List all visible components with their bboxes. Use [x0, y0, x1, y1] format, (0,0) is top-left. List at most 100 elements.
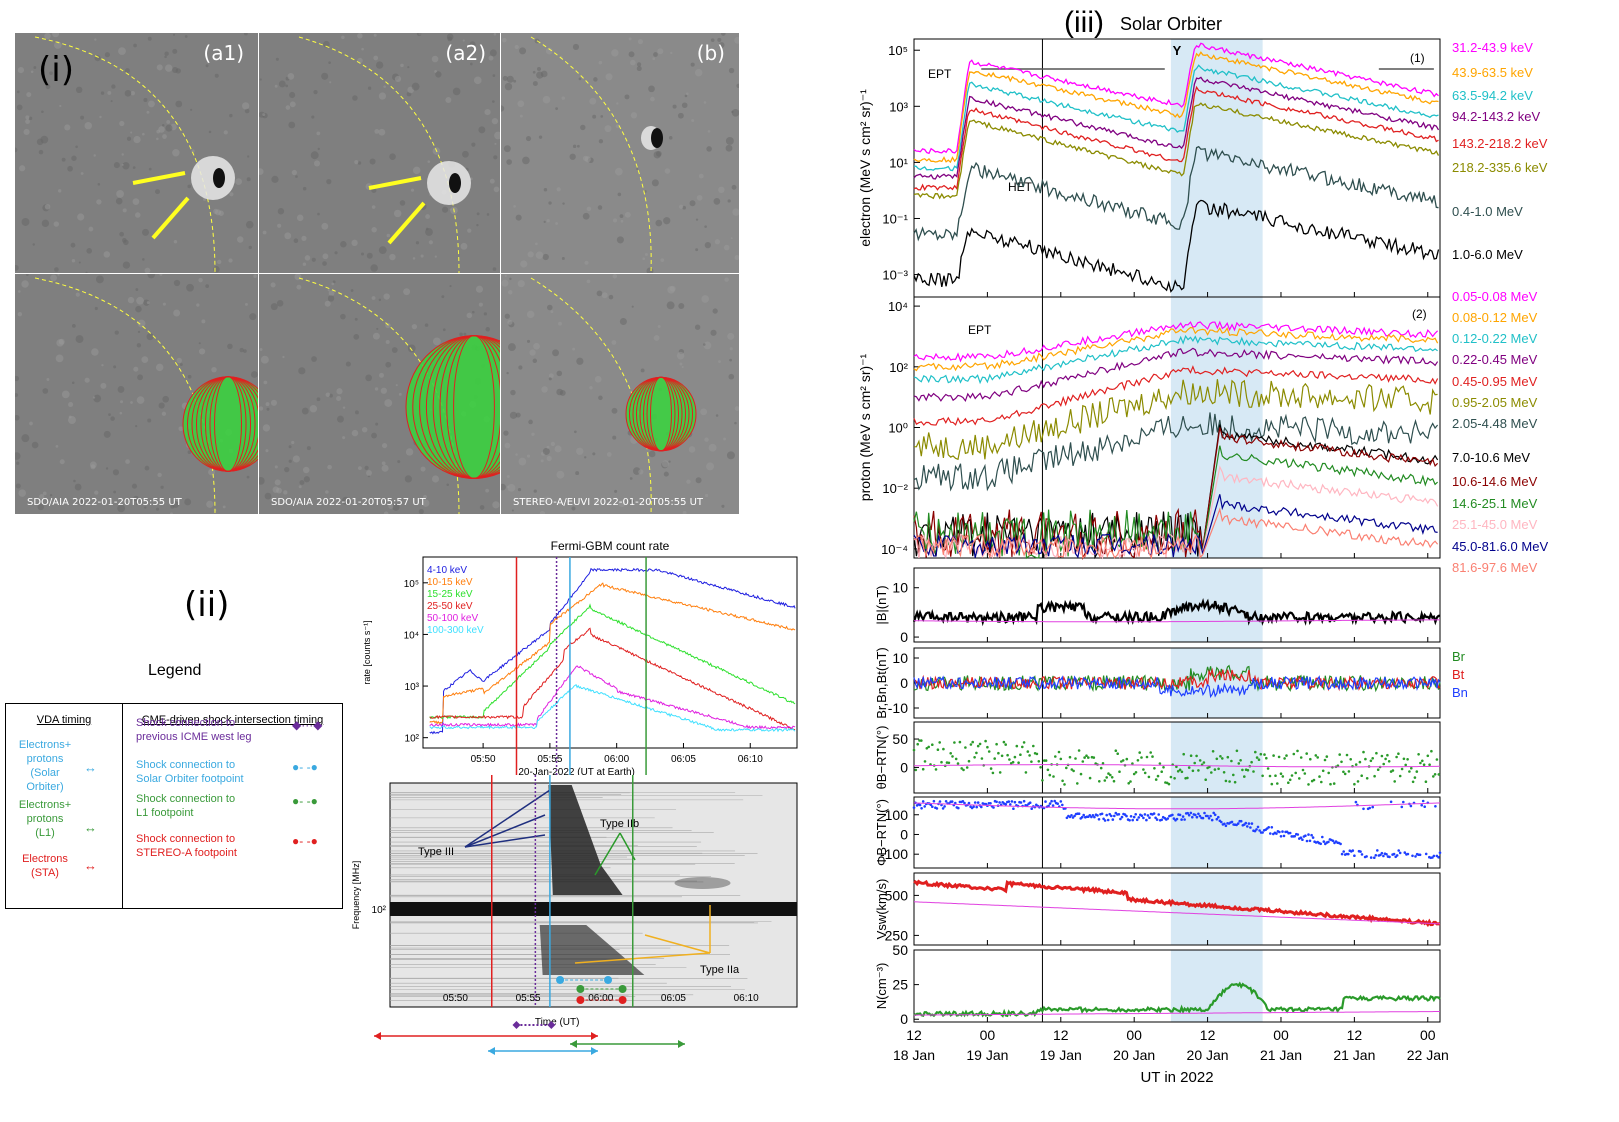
texture-speck — [718, 186, 725, 194]
texture-speck — [550, 310, 554, 314]
phi-point — [1369, 856, 1373, 859]
texture-speck — [533, 489, 537, 493]
texture-speck — [165, 124, 173, 132]
phi-point — [1183, 818, 1186, 821]
theta-point — [1354, 763, 1358, 766]
theta-point — [1105, 776, 1108, 779]
texture-speck — [466, 312, 473, 319]
phi-point — [1203, 811, 1206, 815]
phi-point — [1395, 854, 1399, 857]
texture-speck — [94, 306, 98, 311]
phi-point — [1301, 838, 1304, 841]
theta-point — [1263, 753, 1266, 756]
phi-point — [954, 801, 957, 805]
solar-limb — [530, 277, 652, 514]
theta-point — [1176, 770, 1180, 773]
theta-point — [1435, 758, 1439, 761]
theta-point — [1325, 755, 1329, 758]
theta-point — [1307, 783, 1310, 786]
e-ytick-label: 10⁻¹ — [882, 211, 908, 226]
theta-point — [949, 752, 952, 755]
texture-speck — [184, 498, 192, 506]
texture-speck — [698, 173, 704, 179]
texture-speck — [277, 223, 282, 228]
p-ytick-label: 10⁻⁴ — [881, 542, 908, 557]
phi-point — [1215, 817, 1219, 821]
n-ytick-label: 0 — [900, 1011, 908, 1027]
theta-point — [1044, 759, 1048, 762]
theta-point — [1074, 757, 1077, 760]
phi-point — [992, 806, 995, 809]
texture-speck — [508, 343, 516, 352]
phi-point — [1129, 815, 1133, 818]
texture-speck — [15, 264, 19, 271]
texture-speck — [16, 461, 20, 465]
radio-xlabel: Time (UT) — [535, 1017, 580, 1028]
theta-point — [1011, 760, 1015, 764]
theta-point — [1340, 760, 1343, 764]
texture-speck — [84, 377, 90, 383]
vda-timing-arrows — [374, 1032, 685, 1055]
theta-point — [1186, 776, 1189, 780]
texture-speck — [144, 465, 150, 471]
texture-speck — [75, 335, 84, 344]
texture-speck — [15, 483, 21, 489]
theta-point — [1046, 768, 1050, 772]
phi-point — [1354, 800, 1358, 804]
b-frame — [913, 567, 1441, 643]
texture-speck — [111, 84, 116, 89]
phi-point — [1028, 801, 1032, 804]
theta-point — [969, 743, 973, 746]
texture-speck — [340, 313, 346, 320]
theta-point — [1373, 774, 1376, 778]
texture-speck — [156, 137, 159, 141]
texture-speck — [134, 212, 141, 218]
theta-point — [1110, 776, 1114, 779]
texture-speck — [615, 124, 620, 129]
theta-point — [1204, 778, 1207, 781]
texture-speck — [25, 115, 30, 120]
theta-point — [1272, 754, 1275, 757]
texture-speck — [476, 212, 480, 216]
p-channel-label: 0.12-0.22 MeV — [1452, 331, 1538, 346]
texture-speck — [371, 432, 377, 439]
e-het-label: HET — [1008, 180, 1033, 194]
gbm-title: Fermi-GBM count rate — [551, 539, 670, 553]
texture-speck — [342, 406, 346, 409]
texture-speck — [677, 112, 684, 119]
phi-point — [1171, 813, 1174, 817]
bt-line — [913, 667, 1441, 692]
texture-speck — [712, 308, 718, 314]
texture-speck — [137, 374, 143, 381]
texture-speck — [507, 319, 513, 325]
gbm-ytick-label: 10³ — [405, 682, 420, 693]
texture-speck — [525, 136, 532, 142]
texture-speck — [732, 208, 739, 216]
phi-point — [1376, 849, 1379, 852]
texture-speck — [176, 498, 179, 502]
phi-point — [1044, 800, 1047, 803]
theta-point — [1375, 751, 1378, 755]
b-model-line — [914, 619, 1440, 623]
texture-speck — [571, 506, 576, 511]
phi-point — [1351, 849, 1355, 852]
texture-speck — [68, 402, 74, 408]
texture-speck — [681, 102, 688, 109]
phi-frame — [913, 796, 1441, 869]
theta-point — [1030, 760, 1033, 763]
phi-point — [1311, 836, 1315, 839]
theta-point — [995, 742, 998, 746]
texture-speck — [328, 61, 331, 65]
texture-speck — [686, 479, 691, 484]
texture-speck — [214, 73, 219, 78]
phi-point — [1403, 851, 1407, 854]
texture-speck — [303, 476, 310, 483]
phi-point — [1224, 824, 1228, 828]
theta-point — [971, 740, 974, 744]
phi-point — [1281, 830, 1284, 833]
texture-speck — [726, 451, 735, 460]
phi-point — [1187, 813, 1191, 817]
texture-speck — [478, 302, 483, 307]
p-channel-label: 2.05-4.48 MeV — [1452, 416, 1538, 431]
